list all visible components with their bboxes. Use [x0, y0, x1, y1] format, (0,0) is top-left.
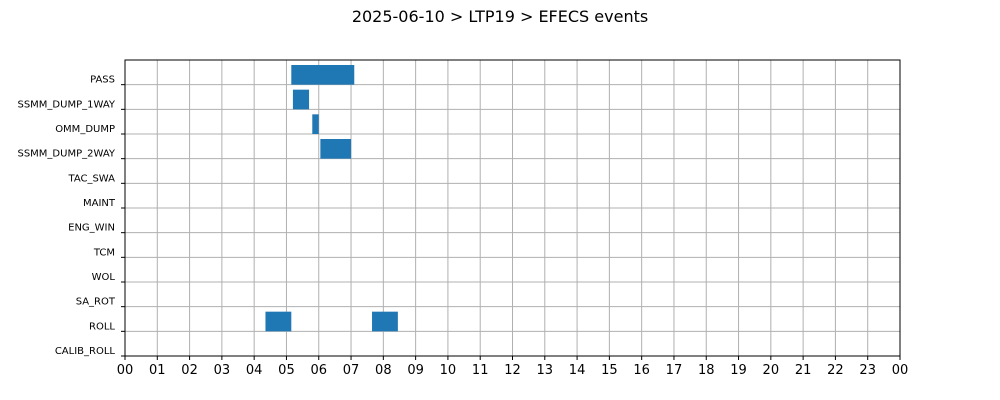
x-tick-label: 00 — [892, 363, 909, 378]
axes: 00 01 02 03 04 05 06 07 08 09 10 11 12 13 14 15 16 17 18 19… — [17, 75, 908, 378]
x-tick-label: 20 — [763, 363, 780, 378]
y-tick-label: TCM — [93, 247, 115, 258]
grid-lines — [124, 60, 901, 356]
x-tick-label: 17 — [666, 363, 683, 378]
x-tick-label: 23 — [859, 363, 876, 378]
event-bar — [312, 114, 319, 134]
x-tick-label: 04 — [246, 363, 263, 378]
x-tick-label: 12 — [504, 363, 521, 378]
x-tick-label: 14 — [569, 363, 586, 378]
x-tick-label: 09 — [407, 363, 424, 378]
y-tick-label: ENG_WIN — [68, 223, 115, 234]
x-tick-label: 03 — [214, 363, 231, 378]
y-tick-label: CALIB_ROLL — [55, 346, 116, 357]
x-tick-label: 02 — [181, 363, 198, 378]
x-tick-label: 01 — [149, 363, 166, 378]
x-tick-label: 00 — [117, 363, 134, 378]
y-tick-label: MAINT — [83, 198, 116, 209]
x-tick-label: 21 — [795, 363, 812, 378]
event-bar — [372, 311, 398, 332]
x-tick-label: 19 — [730, 363, 747, 378]
event-bar — [265, 311, 292, 332]
x-tick-label: 15 — [601, 363, 618, 378]
x-tick-label: 08 — [375, 363, 392, 378]
y-tick-label: SSMM_DUMP_1WAY — [17, 99, 115, 110]
plot-frame — [124, 59, 901, 357]
y-tick-label: TAC_SWA — [67, 173, 115, 184]
x-tick-label: 06 — [310, 363, 327, 378]
x-tick-label: 16 — [633, 363, 650, 378]
x-tick-label: 07 — [343, 363, 360, 378]
event-bar — [320, 139, 352, 159]
event-bar — [292, 89, 310, 110]
x-tick-label: 13 — [537, 363, 554, 378]
y-tick-label: SA_ROT — [76, 297, 116, 308]
y-tick-label: OMM_DUMP — [55, 124, 115, 135]
chart-title: 2025-06-10 > LTP19 > EFECS events — [352, 7, 648, 26]
y-tick-label: PASS — [90, 75, 115, 86]
y-tick-label: ROLL — [89, 321, 115, 332]
x-tick-label: 11 — [472, 363, 489, 378]
event-bar — [291, 65, 355, 85]
y-tick-label: SSMM_DUMP_2WAY — [17, 149, 115, 160]
x-tick-label: 22 — [827, 363, 844, 378]
x-tick-label: 10 — [440, 363, 457, 378]
x-tick-label: 05 — [278, 363, 295, 378]
y-tick-label: WOL — [92, 272, 116, 283]
event-bars — [265, 65, 398, 332]
x-tick-label: 18 — [698, 363, 715, 378]
